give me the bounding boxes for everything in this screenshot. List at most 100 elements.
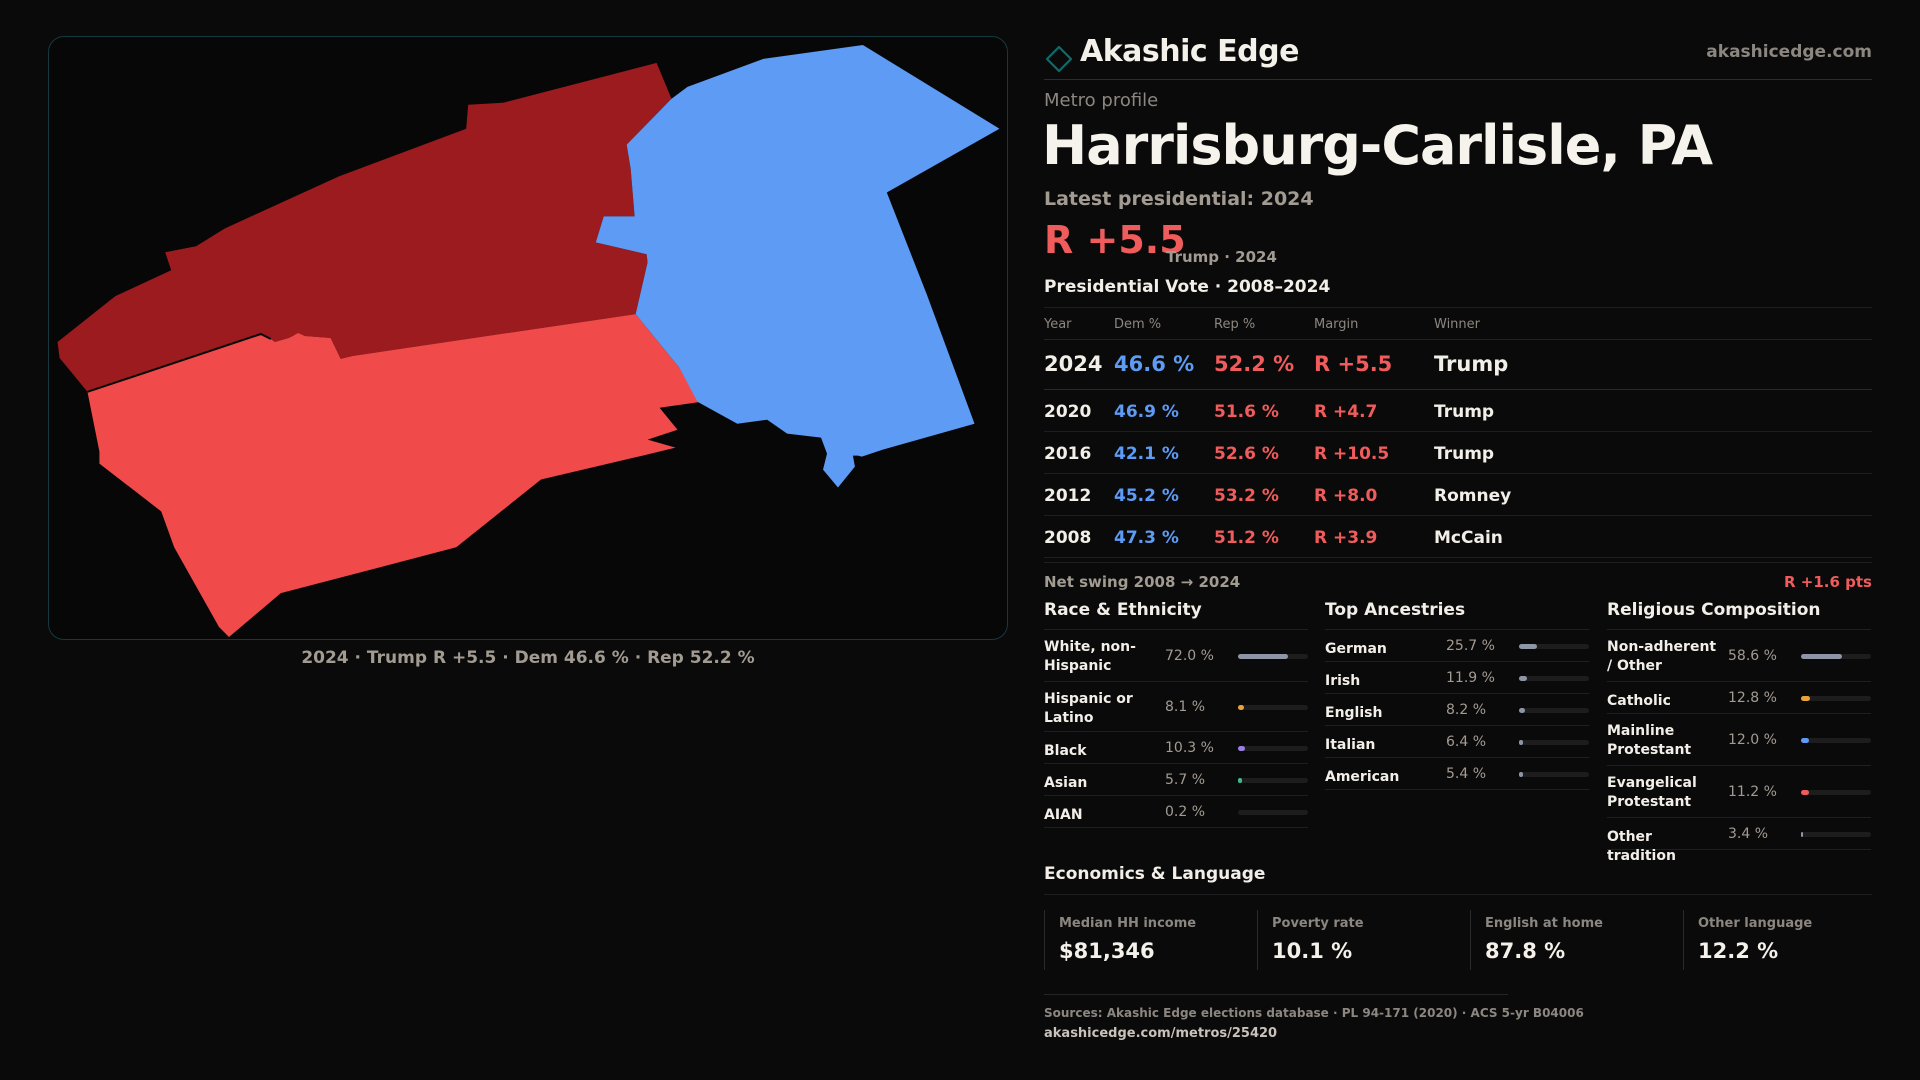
profile-panel: Akashic Edge akashicedge.com Metro profi… [1042,30,1872,1060]
bar-track [1801,738,1871,743]
cell-winner: McCain [1434,528,1503,548]
cell-rep: 52.6 % [1214,444,1279,464]
cell-winner: Trump [1434,444,1495,464]
row-value: 58.6 % [1728,648,1777,664]
cell-year: 2020 [1044,402,1092,422]
bar-fill [1801,696,1810,701]
cell-dem: 46.9 % [1114,402,1179,422]
bar-fill [1238,654,1288,659]
bar-track [1519,772,1589,777]
sources-divider [1044,994,1508,995]
row-label: Black [1044,743,1087,759]
net-swing-row: Net swing 2008 → 2024 R +1.6 pts [1044,562,1872,592]
row-label: AIAN [1044,807,1083,823]
bar-track [1519,740,1589,745]
row-label: Mainline Protestant [1607,723,1692,758]
econ-label: Other language [1698,916,1813,931]
cell-rep: 53.2 % [1214,486,1279,506]
cell-year: 2016 [1044,444,1092,464]
county-red[interactable] [87,314,702,638]
bar-track [1238,778,1308,783]
col-rep-header: Rep % [1214,317,1256,332]
bar-track [1238,654,1308,659]
table-row: 2024 46.6 % 52.2 % R +5.5 Trump [1044,340,1872,390]
cell-dem: 45.2 % [1114,486,1179,506]
row-value: 11.2 % [1728,784,1777,800]
row-value: 5.4 % [1446,766,1487,782]
table-row: 2012 45.2 % 53.2 % R +8.0 Romney [1044,474,1872,516]
row-value: 25.7 % [1446,638,1495,654]
metro-map[interactable] [48,36,1008,640]
bar-track [1801,654,1871,659]
row-value: 10.3 % [1165,740,1214,756]
page-title: Harrisburg-Carlisle, PA [1042,114,1713,177]
col-margin-header: Margin [1314,317,1359,332]
bar-track [1801,790,1871,795]
map-caption: 2024 · Trump R +5.5 · Dem 46.6 % · Rep 5… [301,648,755,668]
list-item: Evangelical Protestant 11.2 % [1607,766,1871,818]
row-label: White, non-Hispanic [1044,639,1136,674]
list-item: Other tradition 3.4 % [1607,818,1871,864]
col-year-header: Year [1044,317,1072,332]
econ-value: $81,346 [1059,939,1155,963]
cell-rep: 51.2 % [1214,528,1279,548]
cell-rep: 52.2 % [1214,352,1295,376]
net-swing-label: Net swing 2008 → 2024 [1044,573,1241,591]
col-dem-header: Dem % [1114,317,1162,332]
bar-track [1238,810,1308,815]
row-value: 8.2 % [1446,702,1487,718]
row-value: 11.9 % [1446,670,1495,686]
list-item: Non-adherent / Other 58.6 % [1607,630,1871,682]
list-item: AIAN 0.2 % [1044,796,1308,828]
sources-text: Sources: Akashic Edge elections database… [1044,1006,1584,1020]
cell-year: 2024 [1044,352,1103,376]
vote-table-title: Presidential Vote · 2008–2024 [1044,277,1331,297]
row-value: 0.2 % [1165,804,1206,820]
econ-value: 12.2 % [1698,939,1779,963]
cell-rep: 51.6 % [1214,402,1279,422]
table-row: 2016 42.1 % 52.6 % R +10.5 Trump [1044,432,1872,474]
econ-label: English at home [1485,916,1603,931]
cell-margin: R +8.0 [1314,486,1378,506]
econ-card-english: English at home 87.8 % [1470,910,1670,970]
row-label: Other tradition [1607,829,1676,864]
row-value: 6.4 % [1446,734,1487,750]
row-label: German [1325,641,1387,657]
list-item: Asian 5.7 % [1044,764,1308,796]
brand-url-link[interactable]: akashicedge.com [1706,42,1872,62]
ancestries-section: Top Ancestries German 25.7 % Irish 11.9 % En… [1325,600,1589,790]
brand-header: Akashic Edge akashicedge.com [1044,30,1872,80]
row-label: Asian [1044,775,1088,791]
bar-fill [1519,772,1523,777]
list-item: Mainline Protestant 12.0 % [1607,714,1871,766]
net-swing-value: R +1.6 pts [1784,573,1872,591]
latest-presidential-label: Latest presidential: 2024 [1044,188,1314,210]
list-item: German 25.7 % [1325,630,1589,662]
table-row: 2020 46.9 % 51.6 % R +4.7 Trump [1044,390,1872,432]
bar-fill [1238,705,1244,710]
cell-margin: R +3.9 [1314,528,1378,548]
bar-fill [1519,644,1537,649]
bar-track [1519,676,1589,681]
bar-track [1238,705,1308,710]
source-url-link[interactable]: akashicedge.com/metros/25420 [1044,1026,1278,1041]
cell-margin: R +5.5 [1314,352,1393,376]
county-dark-red[interactable] [57,62,672,392]
county-blue[interactable] [595,44,1000,488]
list-item: Italian 6.4 % [1325,726,1589,758]
diamond-logo-icon [1046,46,1072,72]
row-value: 72.0 % [1165,648,1214,664]
list-item: Black 10.3 % [1044,732,1308,764]
econ-card-poverty: Poverty rate 10.1 % [1257,910,1457,970]
headline-margin-sub: Trump · 2024 [1166,248,1277,266]
row-value: 5.7 % [1165,772,1206,788]
bar-fill [1801,832,1803,837]
brand-name: Akashic Edge [1080,34,1299,69]
list-item: Hispanic or Latino 8.1 % [1044,682,1308,732]
headline-margin: R +5.5 [1044,218,1186,262]
cell-dem: 42.1 % [1114,444,1179,464]
cell-year: 2012 [1044,486,1092,506]
bar-fill [1519,708,1525,713]
bar-fill [1801,654,1842,659]
bar-track [1238,746,1308,751]
